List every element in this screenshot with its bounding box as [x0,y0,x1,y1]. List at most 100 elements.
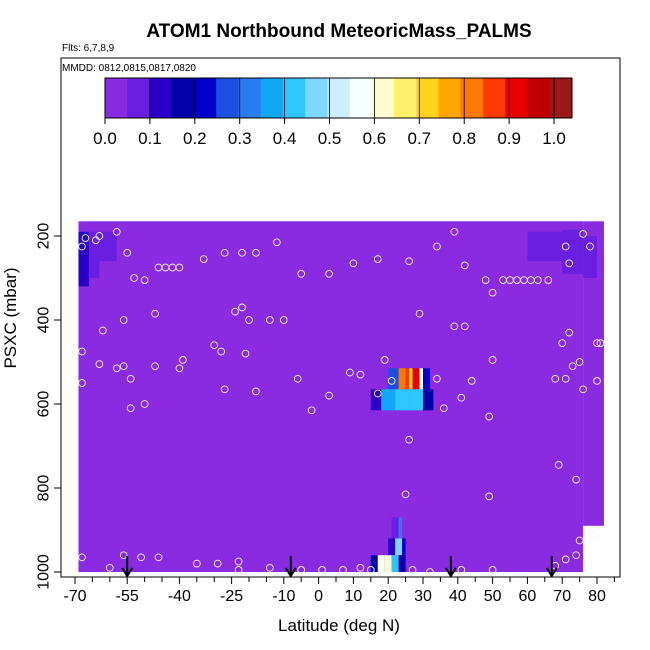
observation-point [349,259,358,268]
observation-point [98,326,107,335]
observation-point [554,461,563,469]
heatmap-cell [162,227,354,253]
observation-point [450,322,459,331]
observation-point [210,341,219,350]
observation-point [485,492,493,501]
heatmap-cell [395,538,403,556]
y-tick-label: 800 [36,475,53,502]
observation-point [112,227,121,236]
colorbar-segment [460,78,484,118]
observation-point [151,362,159,371]
colorbar-segment [483,78,506,118]
observation-point [433,374,441,383]
x-tick-label: 60 [519,588,537,605]
observation-point [252,248,260,257]
colorbar-frame [104,77,573,119]
observation-point [579,385,587,394]
heatmap-cell [78,231,89,287]
observation-point [154,553,163,562]
observation-point [488,288,497,297]
observation-point [408,566,417,574]
colorbar-tick-label: 0.8 [452,129,476,148]
observation-point [130,274,139,282]
observation-point [272,238,281,247]
colorbar-segment [105,78,128,118]
observation-point [356,370,365,379]
observation-point [293,374,302,383]
x-tick-label: 50 [484,588,502,605]
observation-point [405,257,413,266]
observation-point [137,553,145,562]
observation-point [119,362,128,371]
colorbar-segment [394,78,417,118]
observation-point [433,242,441,251]
observation-point [119,551,128,560]
colorbar-segment [238,78,262,118]
observation-point [488,566,497,574]
observation-point [346,368,354,377]
heatmap-cell [562,229,584,274]
observation-point [140,400,149,408]
observation-point [366,566,375,574]
x-tick-label: -70 [63,588,86,605]
observation-point [105,563,114,572]
observation-point [220,248,229,257]
colorbar-tick-label: 0.2 [183,129,207,148]
colorbar-segment [149,78,173,118]
observation-point [175,263,184,272]
observation-point [558,339,567,347]
observation-point [241,349,250,358]
dates-label: MMDD: 0812,0815,0817,0820 [62,63,196,74]
observation-point [95,232,104,240]
colorbar-tick-label: 0.6 [363,129,387,148]
observation-point [318,566,326,574]
plot-frame [60,57,621,578]
heatmap-cell [583,221,604,526]
observation-point [123,248,132,257]
observation-point [213,559,222,568]
heatmap-cell [370,555,378,572]
observation-point [112,364,121,373]
observation-point [405,435,413,444]
observation-point [450,227,459,236]
observation-point [401,490,410,499]
colorbar-segment [171,78,195,118]
colorbar-segment [260,78,284,118]
x-tick-label: 10 [345,588,363,605]
observation-point [297,269,306,278]
observation-point [140,276,149,284]
observation-point [234,557,243,566]
observation-point [565,328,574,337]
observation-point [593,339,601,347]
observation-point [565,259,574,268]
observation-point [307,406,316,415]
observation-point [467,377,476,385]
observation-point [78,347,86,356]
observation-point [119,316,128,324]
colorbar-segment [505,78,529,118]
heatmap-cell [423,389,434,411]
heatmap-cell [527,231,563,262]
colorbar-segment [371,78,395,118]
y-tick-label: 200 [36,223,53,250]
observation-point [533,276,542,284]
heatmap-cell [78,221,584,573]
flights-label: Flts: 6,7,8,9 [62,43,115,54]
heatmap-cell [423,368,430,390]
colorbar-tick-label: 0.3 [228,129,252,148]
x-tick-label: 70 [553,588,571,605]
observation-point [561,555,570,564]
y-axis: 200 400 600 800 1000 [36,223,61,590]
observation-point [440,404,448,413]
observation-point [589,530,598,539]
colorbar-tick-label: 0.7 [408,129,432,148]
heatmap-cell [391,555,399,572]
observation-point [572,551,580,560]
observation-point [373,255,382,263]
heatmap-cell [583,236,597,278]
heatmap-cell [412,368,420,390]
observation-point [245,316,253,324]
observation-point [561,242,570,251]
observation-point [231,307,239,316]
observation-point [234,566,243,574]
